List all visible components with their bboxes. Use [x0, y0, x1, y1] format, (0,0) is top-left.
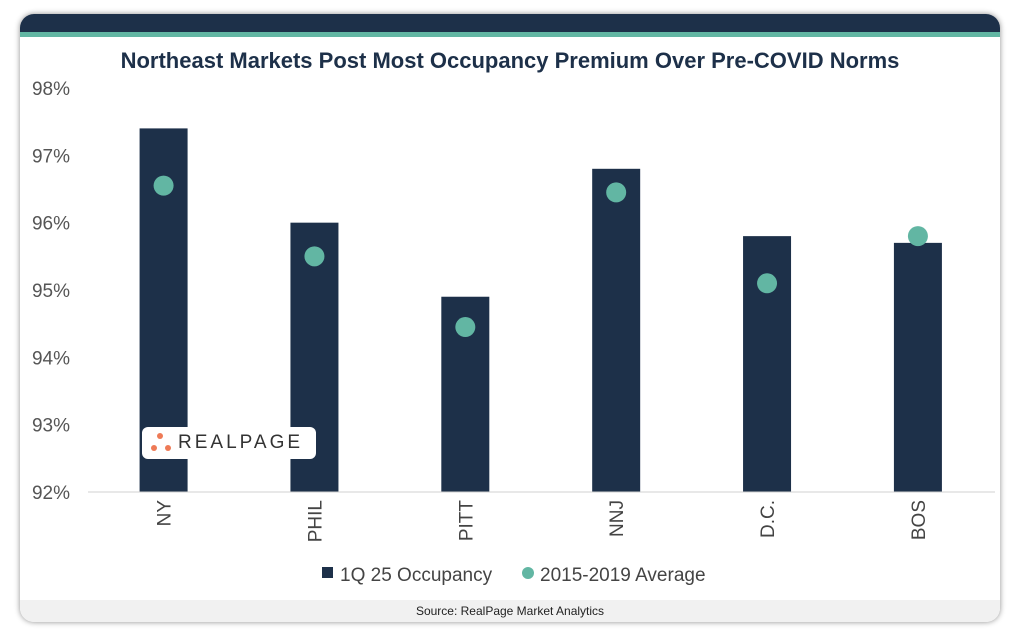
y-tick-label: 95% — [32, 281, 70, 302]
y-tick-label: 93% — [32, 416, 70, 437]
legend-label-occupancy: 1Q 25 Occupancy — [340, 565, 493, 586]
logo-dots-icon — [151, 433, 171, 451]
bar-nnj — [592, 168, 641, 493]
y-tick-label: 94% — [32, 348, 70, 369]
x-tick-label: D.C. — [758, 500, 779, 538]
marker-bos — [907, 226, 928, 247]
source-note: Source: RealPage Market Analytics — [20, 600, 1000, 622]
x-tick-label: NY — [155, 500, 176, 527]
marker-phil — [304, 246, 325, 267]
accent-stripe — [20, 32, 1000, 37]
header-bar — [20, 14, 1000, 32]
chart-title: Northeast Markets Post Most Occupancy Pr… — [120, 48, 900, 73]
marker-pitt — [455, 317, 476, 338]
marker-nnj — [606, 182, 627, 203]
logo-text: REALPAGE — [178, 432, 304, 453]
y-tick-label: 92% — [32, 483, 70, 504]
x-tick-label: BOS — [909, 500, 930, 540]
marker-ny — [153, 175, 174, 196]
realpage-logo: REALPAGE — [142, 427, 316, 459]
legend-swatch-bar — [322, 567, 333, 578]
y-tick-label: 97% — [32, 146, 70, 167]
x-tick-label: PHIL — [305, 500, 326, 542]
bar-bos — [893, 242, 942, 492]
x-tick-label: PITT — [456, 500, 477, 542]
y-tick-label: 98% — [32, 79, 70, 100]
marker-dc — [757, 273, 778, 294]
y-tick-label: 96% — [32, 214, 70, 235]
legend-swatch-marker — [522, 567, 534, 579]
x-tick-label: NNJ — [607, 500, 628, 537]
legend-label-average: 2015-2019 Average — [540, 565, 706, 586]
